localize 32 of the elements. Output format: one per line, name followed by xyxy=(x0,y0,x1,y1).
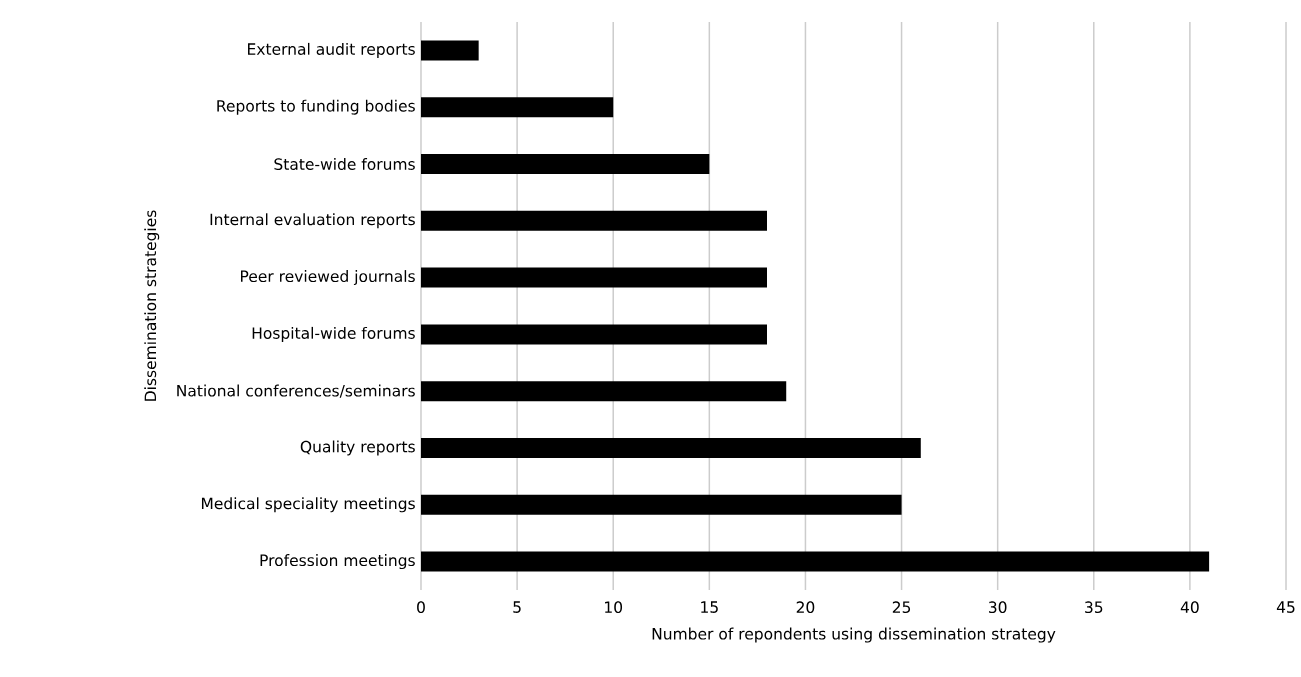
y-tick-label: Quality reports xyxy=(300,440,415,456)
y-tick-label: State-wide forums xyxy=(274,157,415,170)
x-tick-label: 0 xyxy=(417,601,425,614)
bar xyxy=(421,210,767,231)
x-tick-label: 5 xyxy=(513,601,521,613)
x-tick-label: 45 xyxy=(1276,601,1295,613)
bar xyxy=(421,494,902,515)
bar xyxy=(421,381,787,402)
x-tick-label: 20 xyxy=(796,601,815,614)
y-axis-title: Dissemination strategies xyxy=(144,210,160,401)
y-tick-label: Profession meetings xyxy=(260,554,415,570)
y-tick-label: Internal evaluation reports xyxy=(210,213,415,229)
y-tick-label: Peer reviewed journals xyxy=(241,270,415,286)
bar xyxy=(421,40,479,61)
y-tick-label: Reports to funding bodies xyxy=(217,99,415,115)
bar xyxy=(421,551,1210,572)
y-tick-label: Medical speciality meetings xyxy=(201,497,415,513)
y-tick-label: External audit reports xyxy=(248,42,415,58)
y-tick-label: National conferences/seminars xyxy=(177,384,415,398)
x-tick-label: 10 xyxy=(605,601,623,614)
x-tick-label: 35 xyxy=(1085,601,1103,614)
bar xyxy=(421,438,921,458)
bar xyxy=(421,97,614,118)
y-tick-label: Hospital-wide forums xyxy=(252,326,415,342)
bar xyxy=(421,154,710,174)
x-axis-title: Number of repondents using dissemination strategy xyxy=(652,627,1056,643)
x-tick-label: 15 xyxy=(701,601,718,613)
x-tick-label: 30 xyxy=(989,601,1007,614)
x-tick-label: 40 xyxy=(1180,601,1199,614)
x-tick-label: 25 xyxy=(892,601,911,614)
bar xyxy=(421,324,767,345)
bar xyxy=(421,267,767,288)
